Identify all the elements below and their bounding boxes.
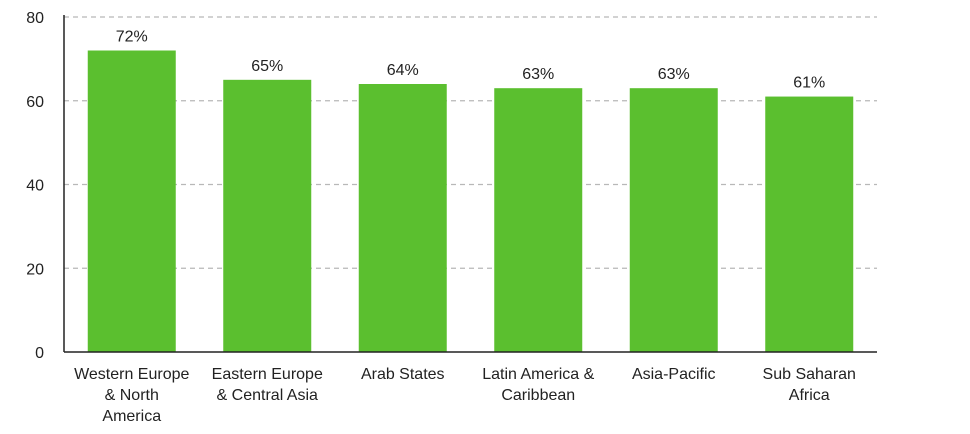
data-labels: 72% 65% 64% 63% 63% 61% (116, 29, 826, 92)
category-label: Asia-Pacific (632, 366, 716, 383)
data-label: 65% (251, 58, 283, 75)
category-label-line: America (102, 408, 161, 425)
category-labels: Western Europe & North America Eastern Euro… (74, 366, 856, 425)
category-label-line: Arab States (361, 366, 445, 383)
category-label-line: Western Europe (74, 366, 189, 383)
category-label-line: Eastern Europe (212, 366, 323, 383)
y-tick-label: 80 (26, 10, 44, 27)
category-label-line: & North (105, 387, 159, 404)
y-tick-label: 40 (26, 178, 44, 195)
y-tick-label: 60 (26, 94, 44, 111)
category-label-line: Sub Saharan (763, 366, 856, 383)
bar (358, 84, 447, 352)
category-label: Latin America & Caribbean (482, 366, 594, 404)
y-tick-labels: 0 20 40 60 80 (26, 10, 44, 362)
bar (223, 79, 312, 352)
bar (765, 96, 854, 352)
bar (629, 88, 718, 352)
category-label-line: Latin America & (482, 366, 594, 383)
category-label-line: & Central Asia (217, 387, 318, 404)
category-label-line: Asia-Pacific (632, 366, 716, 383)
category-label-line: Africa (789, 387, 830, 404)
category-label: Sub Saharan Africa (763, 366, 856, 404)
data-label: 61% (793, 75, 825, 92)
bar (494, 88, 583, 352)
category-label-line: Caribbean (501, 387, 575, 404)
data-label: 64% (387, 62, 419, 79)
data-label: 63% (522, 66, 554, 83)
data-label: 63% (658, 66, 690, 83)
data-label: 72% (116, 29, 148, 46)
bar (87, 50, 176, 352)
category-label: Western Europe & North America (74, 366, 189, 425)
y-tick-label: 0 (35, 345, 44, 362)
category-label: Arab States (361, 366, 445, 383)
y-tick-label: 20 (26, 261, 44, 278)
gridlines (64, 16, 877, 269)
axes (63, 15, 877, 353)
category-label: Eastern Europe & Central Asia (212, 366, 323, 404)
bars (87, 50, 854, 352)
